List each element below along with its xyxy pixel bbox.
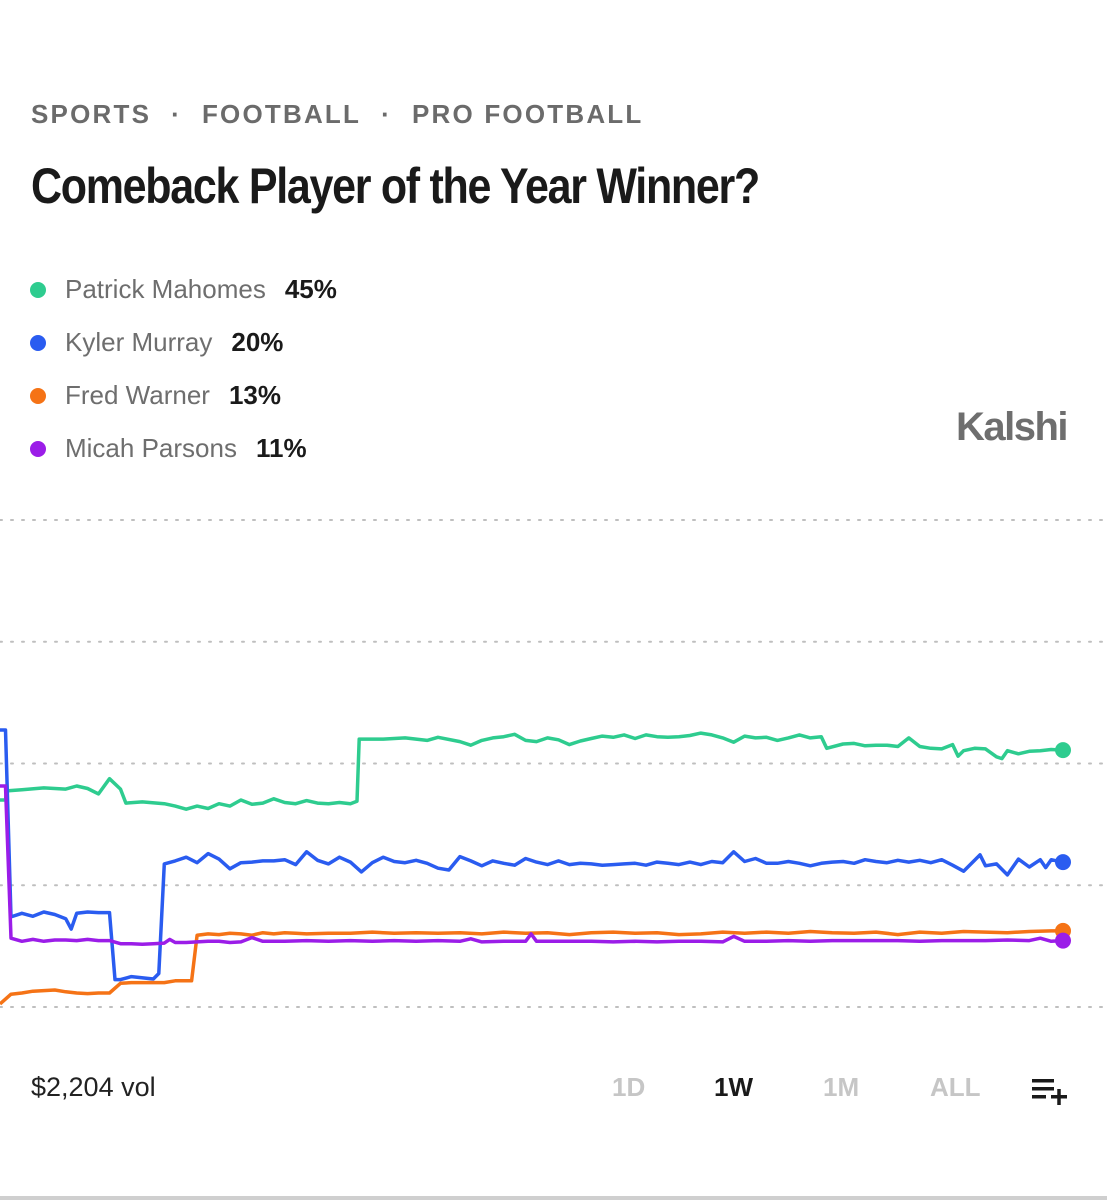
chart-series [0,728,1063,1006]
end-marker-micah-parsons [1055,932,1071,949]
breadcrumb-separator: · [381,98,392,129]
legend-percent: 45% [284,274,337,304]
legend-dot [30,387,46,404]
range-1w-button[interactable]: 1W [714,1072,753,1102]
breadcrumb-sports[interactable]: SPORTS [31,98,152,129]
legend-item-fred-warner[interactable]: Fred Warner 13% [30,369,337,422]
breadcrumb-football[interactable]: FOOTBALL [201,98,362,129]
series-line-kyler-murray [0,728,1063,982]
legend-dot [30,440,46,457]
legend-item-patrick-mahomes[interactable]: Patrick Mahomes 45% [30,263,337,316]
range-1d-button[interactable]: 1D [612,1072,646,1102]
legend-name: Fred Warner [65,380,210,410]
kalshi-logo: Kalshi [955,405,1069,449]
series-line-micah-parsons [0,784,1063,947]
breadcrumb-pro-football[interactable]: PRO FOOTBALL [411,98,644,129]
legend-dot [30,334,46,351]
range-1m-button[interactable]: 1M [823,1072,860,1102]
end-marker-patrick-mahomes [1055,742,1071,759]
legend-percent: 11% [255,433,307,463]
bottom-divider [0,1196,1107,1200]
volume-label: $2,204 vol [31,1072,156,1102]
legend-percent: 20% [231,327,284,357]
legend-item-micah-parsons[interactable]: Micah Parsons 11% [30,422,337,475]
line-chart[interactable] [0,500,1107,1030]
legend-name: Kyler Murray [65,327,213,357]
legend-name: Patrick Mahomes [65,274,266,304]
chart-end-markers [1055,742,1071,949]
breadcrumb: SPORTS · FOOTBALL · PRO FOOTBALL [31,98,643,130]
chart-footer: $2,204 vol 1D 1W 1M ALL [0,1064,1107,1114]
range-all-button[interactable]: ALL [930,1072,981,1102]
breadcrumb-separator: · [171,98,182,129]
legend-name: Micah Parsons [65,433,237,463]
legend-dot [30,281,46,298]
legend: Patrick Mahomes 45% Kyler Murray 20% Fre… [30,263,337,475]
legend-item-kyler-murray[interactable]: Kyler Murray 20% [30,316,337,369]
page-title: Comeback Player of the Year Winner? [31,158,760,214]
legend-percent: 13% [228,380,282,410]
series-line-fred-warner [0,929,1063,1006]
series-line-patrick-mahomes [0,731,1063,811]
end-marker-kyler-murray [1055,854,1071,871]
playlist-add-icon[interactable] [1030,1074,1070,1106]
